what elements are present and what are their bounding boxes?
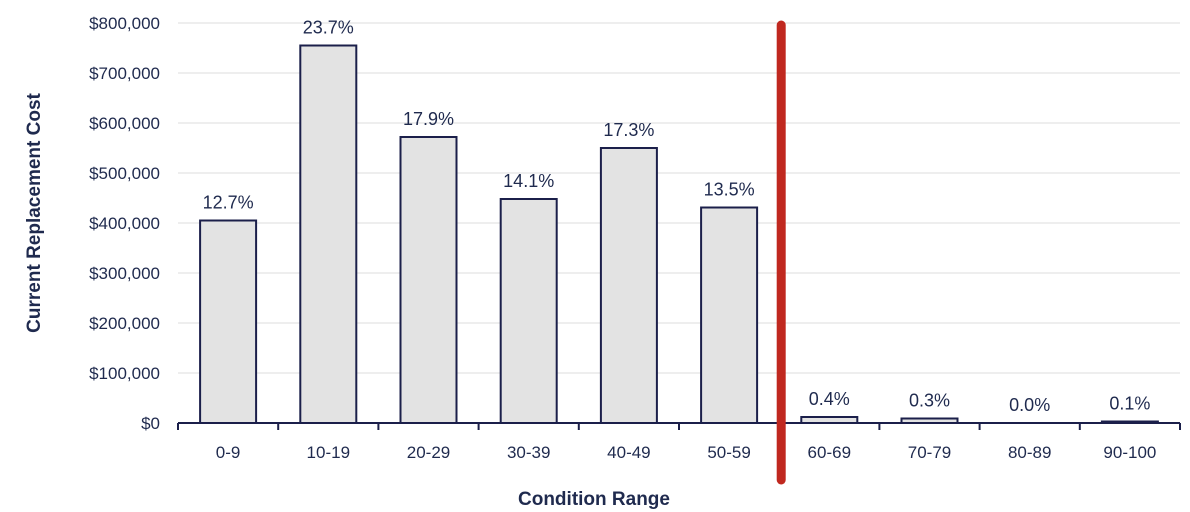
data-label: 0.3% [909, 391, 950, 411]
x-tick-label: 70-79 [908, 443, 951, 462]
data-label: 0.0% [1009, 395, 1050, 415]
data-label: 17.9% [403, 109, 454, 129]
data-label: 12.7% [203, 193, 254, 213]
bar [399, 136, 458, 424]
y-tick-label: $800,000 [89, 14, 160, 33]
data-label: 0.1% [1109, 394, 1150, 414]
y-tick-label: $700,000 [89, 64, 160, 83]
x-axis-ticks: 0-9 10-19 20-29 30-39 40-49 50-59 60-69 70-79 80… [216, 443, 1157, 462]
data-label: 23.7% [303, 18, 354, 38]
x-tick-label: 10-19 [307, 443, 350, 462]
x-tick-label: 60-69 [808, 443, 851, 462]
y-tick-label: $300,000 [89, 264, 160, 283]
x-tick-label: 30-39 [507, 443, 550, 462]
bar [700, 206, 759, 424]
data-label: 13.5% [704, 180, 755, 200]
y-axis-ticks: $0 $100,000 $200,000 $300,000 $400,000 $500,0… [89, 14, 160, 433]
bars [199, 44, 1159, 424]
bar [599, 147, 658, 424]
data-labels: 12.7% 23.7% 17.9% 14.1% 17.3% 13.5% 0.4% 0.3% 0.… [203, 18, 1151, 416]
y-tick-label: $0 [141, 414, 160, 433]
y-axis-title: Current Replacement Cost [24, 93, 45, 333]
x-axis-title: Condition Range [518, 489, 670, 510]
x-tick-label: 0-9 [216, 443, 241, 462]
bar [199, 219, 258, 424]
data-label: 17.3% [603, 120, 654, 140]
y-tick-label: $500,000 [89, 164, 160, 183]
x-tick-label: 90-100 [1103, 443, 1156, 462]
x-tick-label: 80-89 [1008, 443, 1051, 462]
bar [299, 44, 358, 424]
y-tick-label: $600,000 [89, 114, 160, 133]
data-label: 14.1% [503, 171, 554, 191]
data-label: 0.4% [809, 389, 850, 409]
bar [499, 198, 558, 424]
x-tick-label: 20-29 [407, 443, 450, 462]
y-tick-label: $400,000 [89, 214, 160, 233]
x-axis [177, 422, 1181, 430]
y-tick-label: $200,000 [89, 314, 160, 333]
x-tick-label: 50-59 [707, 443, 750, 462]
y-tick-label: $100,000 [89, 364, 160, 383]
x-tick-label: 40-49 [607, 443, 650, 462]
